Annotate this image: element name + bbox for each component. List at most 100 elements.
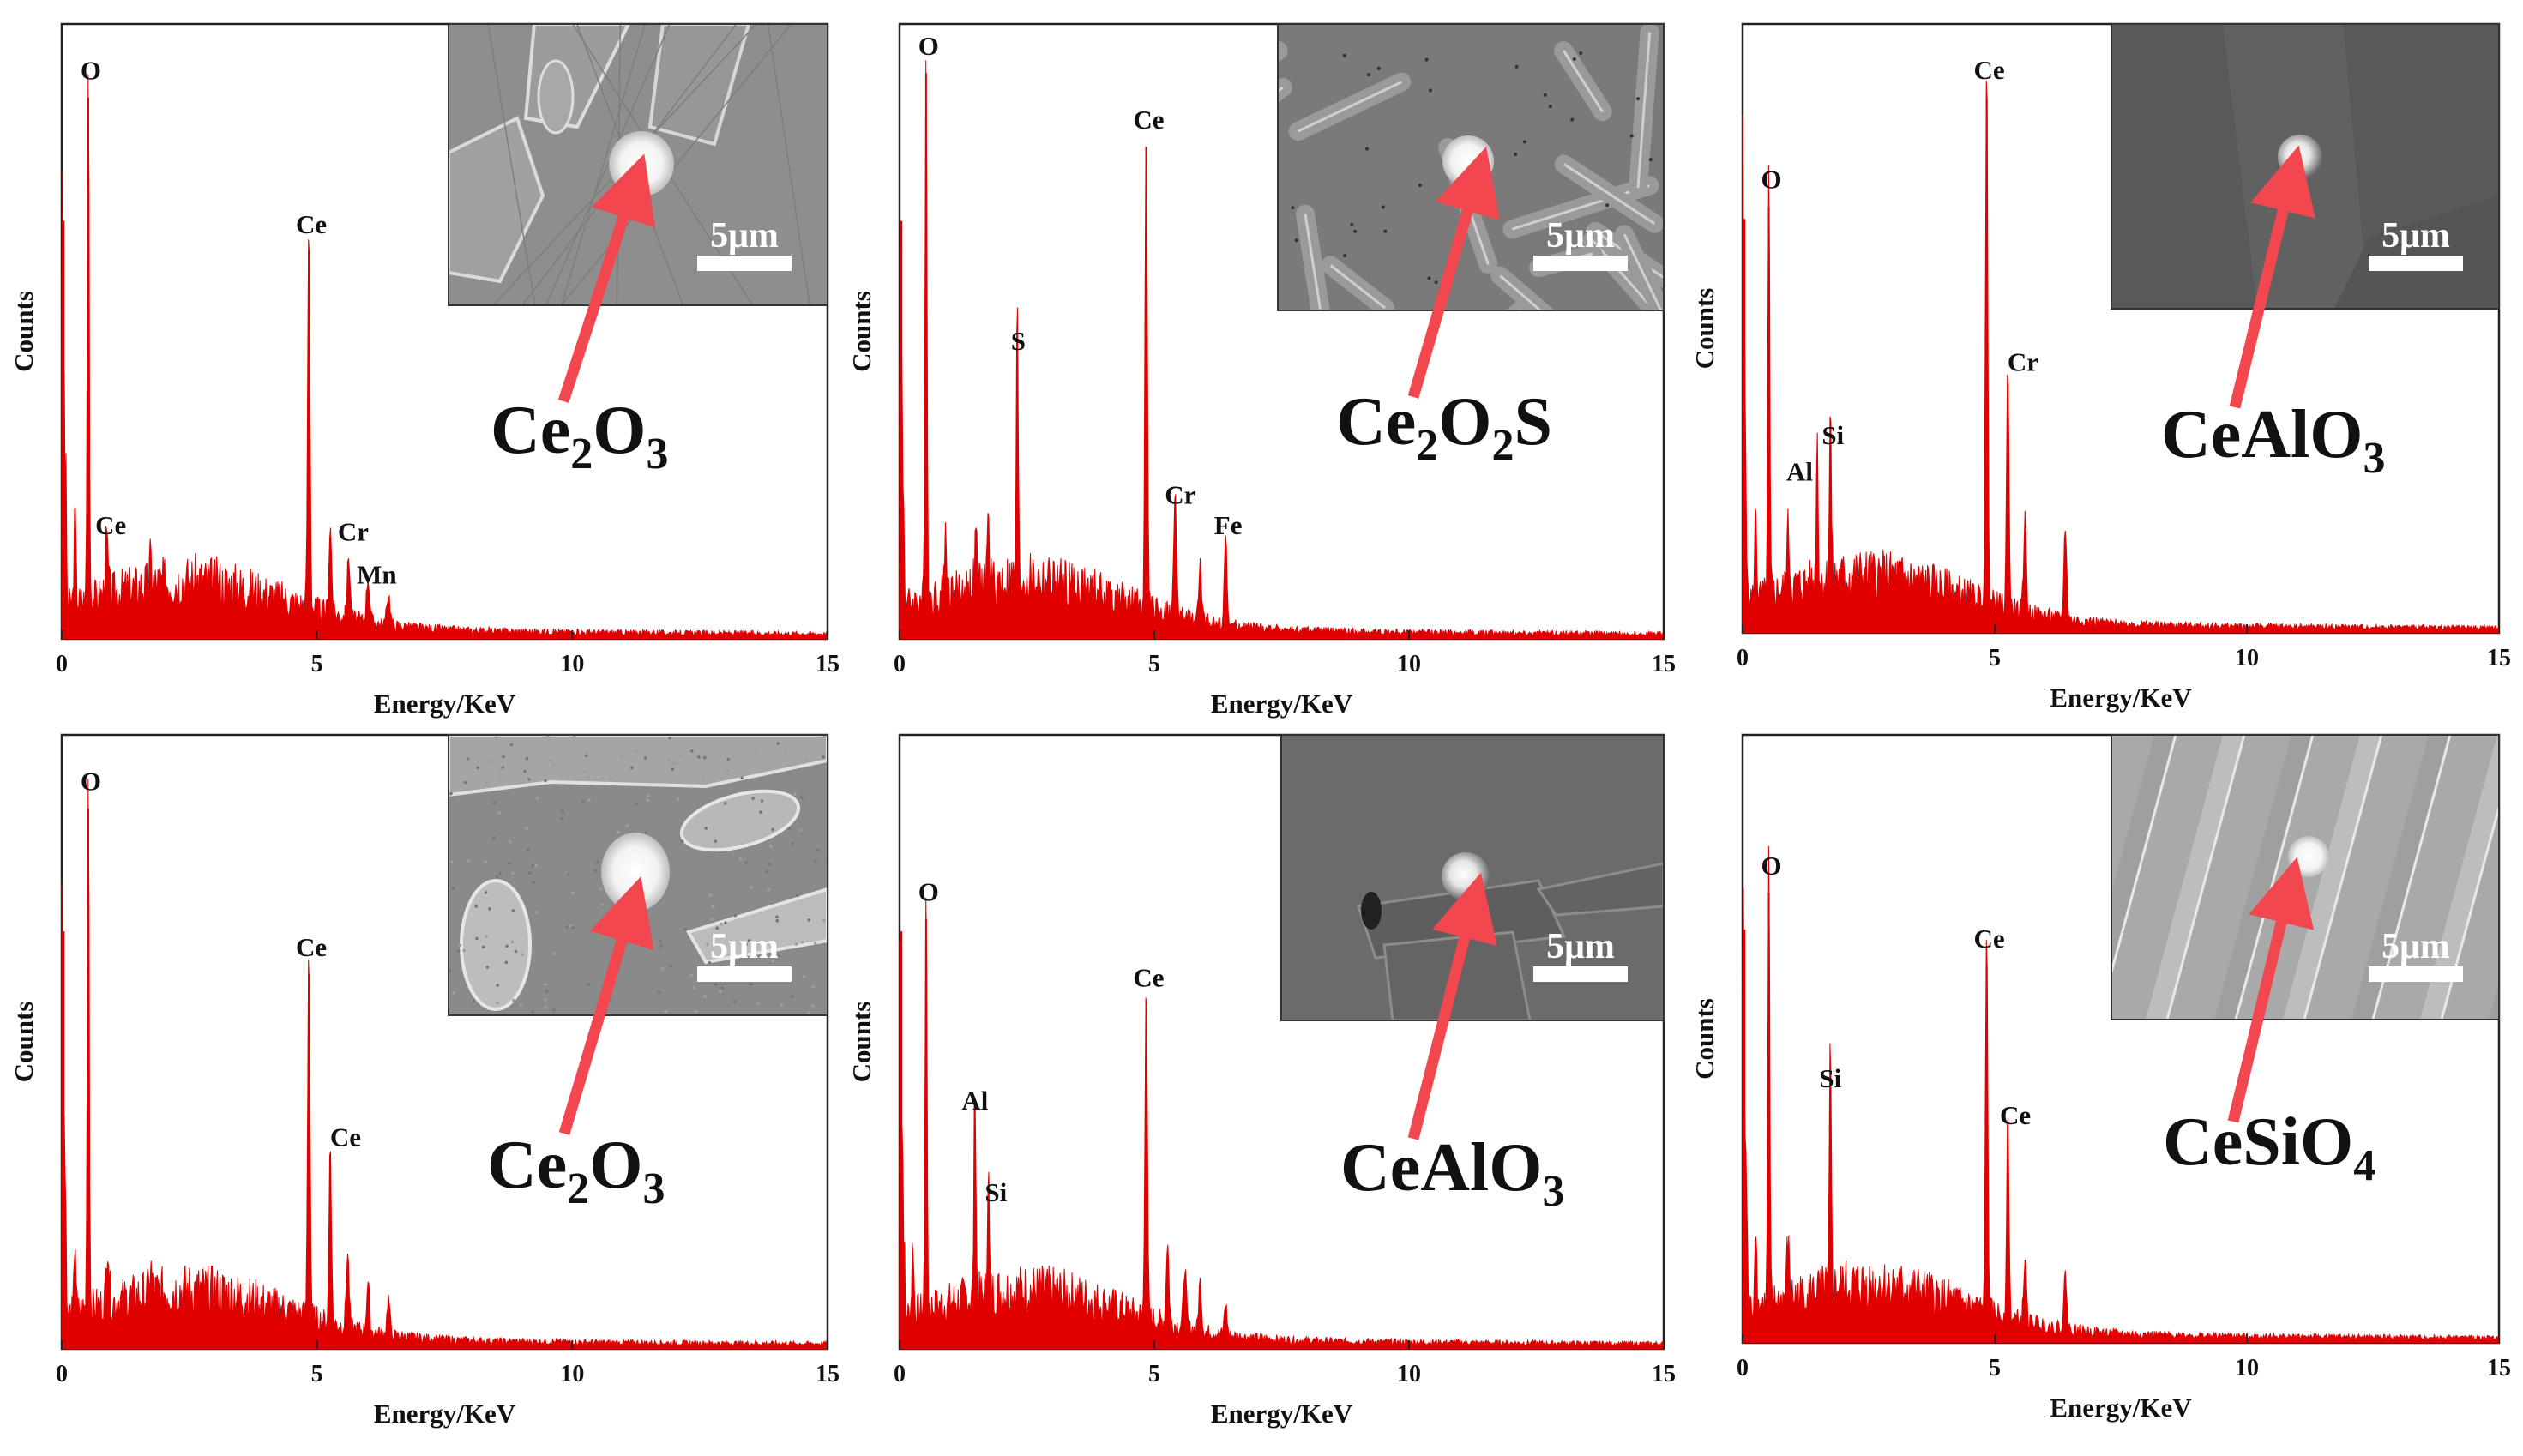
compound-label: CeSiO4	[2163, 1104, 2375, 1190]
x-tick-label: 10	[560, 1361, 584, 1387]
eds-panel-3: O Ce Cr Al Si 0 5 10 15 Energy/KeV Counts 5μm CeAlO3	[1689, 22, 2511, 713]
x-tick-label: 15	[2487, 1355, 2511, 1381]
compound-part: Ce	[491, 393, 570, 468]
scale-bar-label: 5μm	[710, 927, 779, 966]
scale-bar-label: 5μm	[2381, 927, 2450, 966]
compound-part: O	[593, 393, 646, 468]
sem-inset-image: 5μm	[448, 23, 828, 306]
compound-label: CeAlO3	[2161, 397, 2386, 483]
compound-subscript: 2	[570, 430, 593, 478]
peak-label: Ce	[1973, 924, 2004, 954]
scale-bar-label: 5μm	[1546, 216, 1615, 256]
x-axis-label: Energy/KeV	[374, 689, 516, 719]
spectrum-area	[899, 897, 1665, 1350]
x-tick-label: 15	[816, 1361, 840, 1387]
spectrum-area	[1742, 845, 2500, 1344]
sem-inset-image: 5μm	[2111, 734, 2500, 1020]
scale-bar	[697, 256, 792, 271]
pointer-arrow	[557, 153, 656, 404]
x-tick-label: 0	[1737, 645, 1749, 671]
scale-bar	[697, 966, 792, 982]
x-tick-label: 10	[2235, 1355, 2259, 1381]
compound-label: Ce2O3	[491, 393, 669, 478]
peak-label: Cr	[2008, 347, 2038, 377]
eds-panel-6: O Ce Si Ce 0 5 10 15 Energy/KeV Counts 5μm CeSiO4	[1689, 733, 2511, 1423]
compound-label: Ce2O3	[487, 1128, 665, 1213]
x-tick-label: 10	[2235, 645, 2259, 671]
compound-subscript: 3	[643, 1164, 665, 1213]
compound-subscript: 3	[1543, 1167, 1565, 1216]
pointer-arrow	[2227, 857, 2315, 1123]
peak-label: O	[918, 31, 939, 61]
peak-label: Fe	[1214, 510, 1243, 540]
peak-label: Ce	[1973, 55, 2004, 85]
compound-label: CeAlO3	[1340, 1130, 1565, 1216]
peak-label: Ce	[296, 209, 327, 239]
compound-subscript: 3	[647, 430, 669, 478]
x-tick-label: 5	[1148, 651, 1160, 677]
spectrum-area	[61, 74, 828, 640]
x-tick-label: 15	[1652, 1361, 1676, 1387]
compound-part: Ce	[487, 1128, 567, 1203]
x-tick-label: 15	[2487, 645, 2511, 671]
x-tick-label: 5	[1989, 1355, 2001, 1381]
x-tick-label: 5	[311, 651, 323, 677]
y-axis-label: Counts	[846, 1002, 876, 1083]
x-tick-label: 15	[816, 651, 840, 677]
compound-subscript: 3	[2363, 434, 2386, 483]
peak-label: O	[81, 56, 101, 86]
x-axis-label: Energy/KeV	[1211, 689, 1353, 719]
peak-label: Ce	[296, 932, 327, 962]
peak-label: Si	[1821, 420, 1844, 450]
pointer-arrow	[1407, 147, 1500, 399]
compound-part: Ce	[1336, 384, 1416, 460]
scale-bar	[1533, 966, 1628, 982]
peak-label: Al	[1786, 457, 1813, 487]
sem-inset-image: 5μm	[2111, 23, 2500, 310]
compound-part: CeAlO	[1340, 1130, 1543, 1206]
peak-label: O	[1761, 165, 1781, 195]
x-tick-label: 5	[311, 1361, 323, 1387]
compound-part: O	[1438, 384, 1491, 460]
pointer-arrow	[2229, 145, 2316, 409]
compound-subscript: 2	[567, 1164, 589, 1213]
peak-label: Ce	[1133, 105, 1164, 135]
scale-bar-label: 5μm	[710, 216, 779, 256]
peak-label: Al	[961, 1086, 988, 1116]
x-tick-label: 0	[56, 1361, 68, 1387]
compound-part: S	[1514, 384, 1553, 460]
x-tick-label: 10	[1397, 651, 1421, 677]
scale-bar	[1533, 256, 1628, 271]
compound-subscript: 4	[2353, 1141, 2375, 1190]
scale-bar-label: 5μm	[2381, 216, 2450, 256]
x-tick-label: 0	[1737, 1355, 1749, 1381]
peak-label: O	[1761, 851, 1781, 881]
sem-inset-image: 5μm	[448, 734, 828, 1016]
compound-subscript: 2	[1492, 421, 1514, 470]
spectrum-area	[1742, 80, 2500, 634]
pointer-arrow	[1407, 872, 1497, 1140]
scale-bar	[2369, 966, 2463, 982]
peak-label: Cr	[1165, 479, 1195, 509]
peak-label: O	[81, 766, 101, 796]
peak-label: S	[1011, 326, 1026, 356]
x-tick-label: 15	[1652, 651, 1676, 677]
compound-part: O	[589, 1128, 642, 1203]
x-tick-label: 0	[894, 651, 906, 677]
x-tick-label: 5	[1148, 1361, 1160, 1387]
x-tick-label: 0	[894, 1361, 906, 1387]
x-axis-label: Energy/KeV	[2050, 683, 2192, 713]
peak-label: Ce	[95, 510, 126, 540]
x-tick-label: 10	[560, 651, 584, 677]
compound-part: CeAlO	[2161, 397, 2363, 472]
x-tick-label: 0	[56, 651, 68, 677]
sem-inset-image: 5μm	[1280, 734, 1665, 1021]
y-axis-label: Counts	[1689, 288, 1719, 370]
peak-label: Cr	[338, 516, 369, 546]
y-axis-label: Counts	[846, 291, 876, 372]
eds-panel-5: O Ce Al Si 0 5 10 15 Energy/KeV Counts 5μm CeAlO3	[846, 733, 1676, 1429]
x-tick-label: 5	[1989, 645, 2001, 671]
